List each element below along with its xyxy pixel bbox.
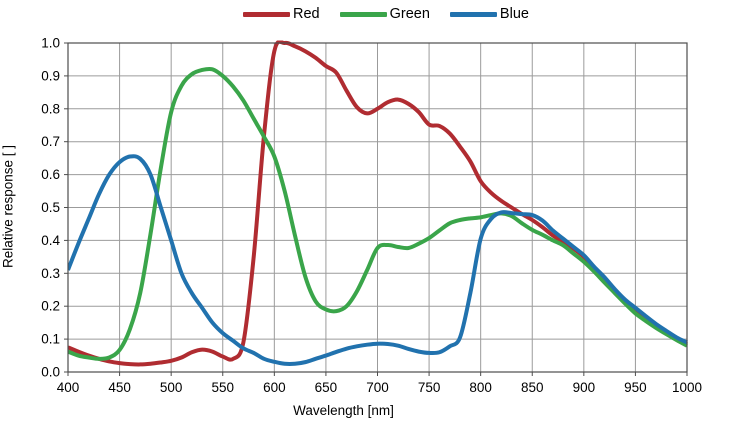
blue-line-swatch: [449, 11, 497, 17]
x-tick-label: 550: [211, 380, 234, 395]
y-tick-label: 0.1: [41, 332, 60, 347]
y-tick-label: 0.6: [41, 167, 60, 182]
legend-label-blue: Blue: [499, 6, 529, 22]
legend-item-blue: Blue: [449, 5, 529, 23]
legend-item-red: Red: [243, 5, 320, 23]
red-line-swatch: [243, 11, 290, 17]
x-tick-label: 500: [160, 380, 183, 395]
plot-border: [67, 42, 688, 373]
y-tick-label: 0.5: [41, 200, 60, 215]
x-tick-label: 800: [469, 380, 492, 395]
x-tick-label: 450: [108, 380, 131, 395]
y-tick-label: 0.8: [41, 101, 60, 116]
legend-label-red: Red: [293, 6, 320, 22]
x-tick-label: 900: [573, 380, 596, 395]
y-tick-label: 0.9: [41, 68, 60, 83]
y-tick-label: 0.7: [41, 134, 60, 149]
x-tick-label: 1000: [672, 380, 702, 395]
y-tick-label: 0.2: [41, 299, 60, 314]
green-curve: [68, 66, 688, 361]
green-line-swatch: [339, 11, 387, 17]
legend-item-green: Green: [339, 5, 430, 23]
x-tick-label: 850: [521, 380, 544, 395]
y-tick-label: 0.4: [41, 233, 60, 248]
legend: Red Green Blue: [243, 5, 529, 23]
x-tick-label: 400: [57, 380, 80, 395]
x-tick-label: 750: [418, 380, 441, 395]
y-tick-label: 1.0: [41, 36, 60, 51]
legend-label-green: Green: [389, 6, 430, 22]
x-tick-label: 700: [366, 380, 389, 395]
blue-curve: [68, 154, 688, 366]
y-tick-label: 0.0: [41, 365, 60, 380]
x-tick-label: 950: [624, 380, 647, 395]
y-tick-label: 0.3: [41, 266, 60, 281]
y-axis-title: Relative response [ ]: [0, 144, 16, 269]
x-axis-title: Wavelength [nm]: [293, 403, 394, 418]
x-tick-label: 650: [315, 380, 338, 395]
x-tick-label: 600: [263, 380, 286, 395]
